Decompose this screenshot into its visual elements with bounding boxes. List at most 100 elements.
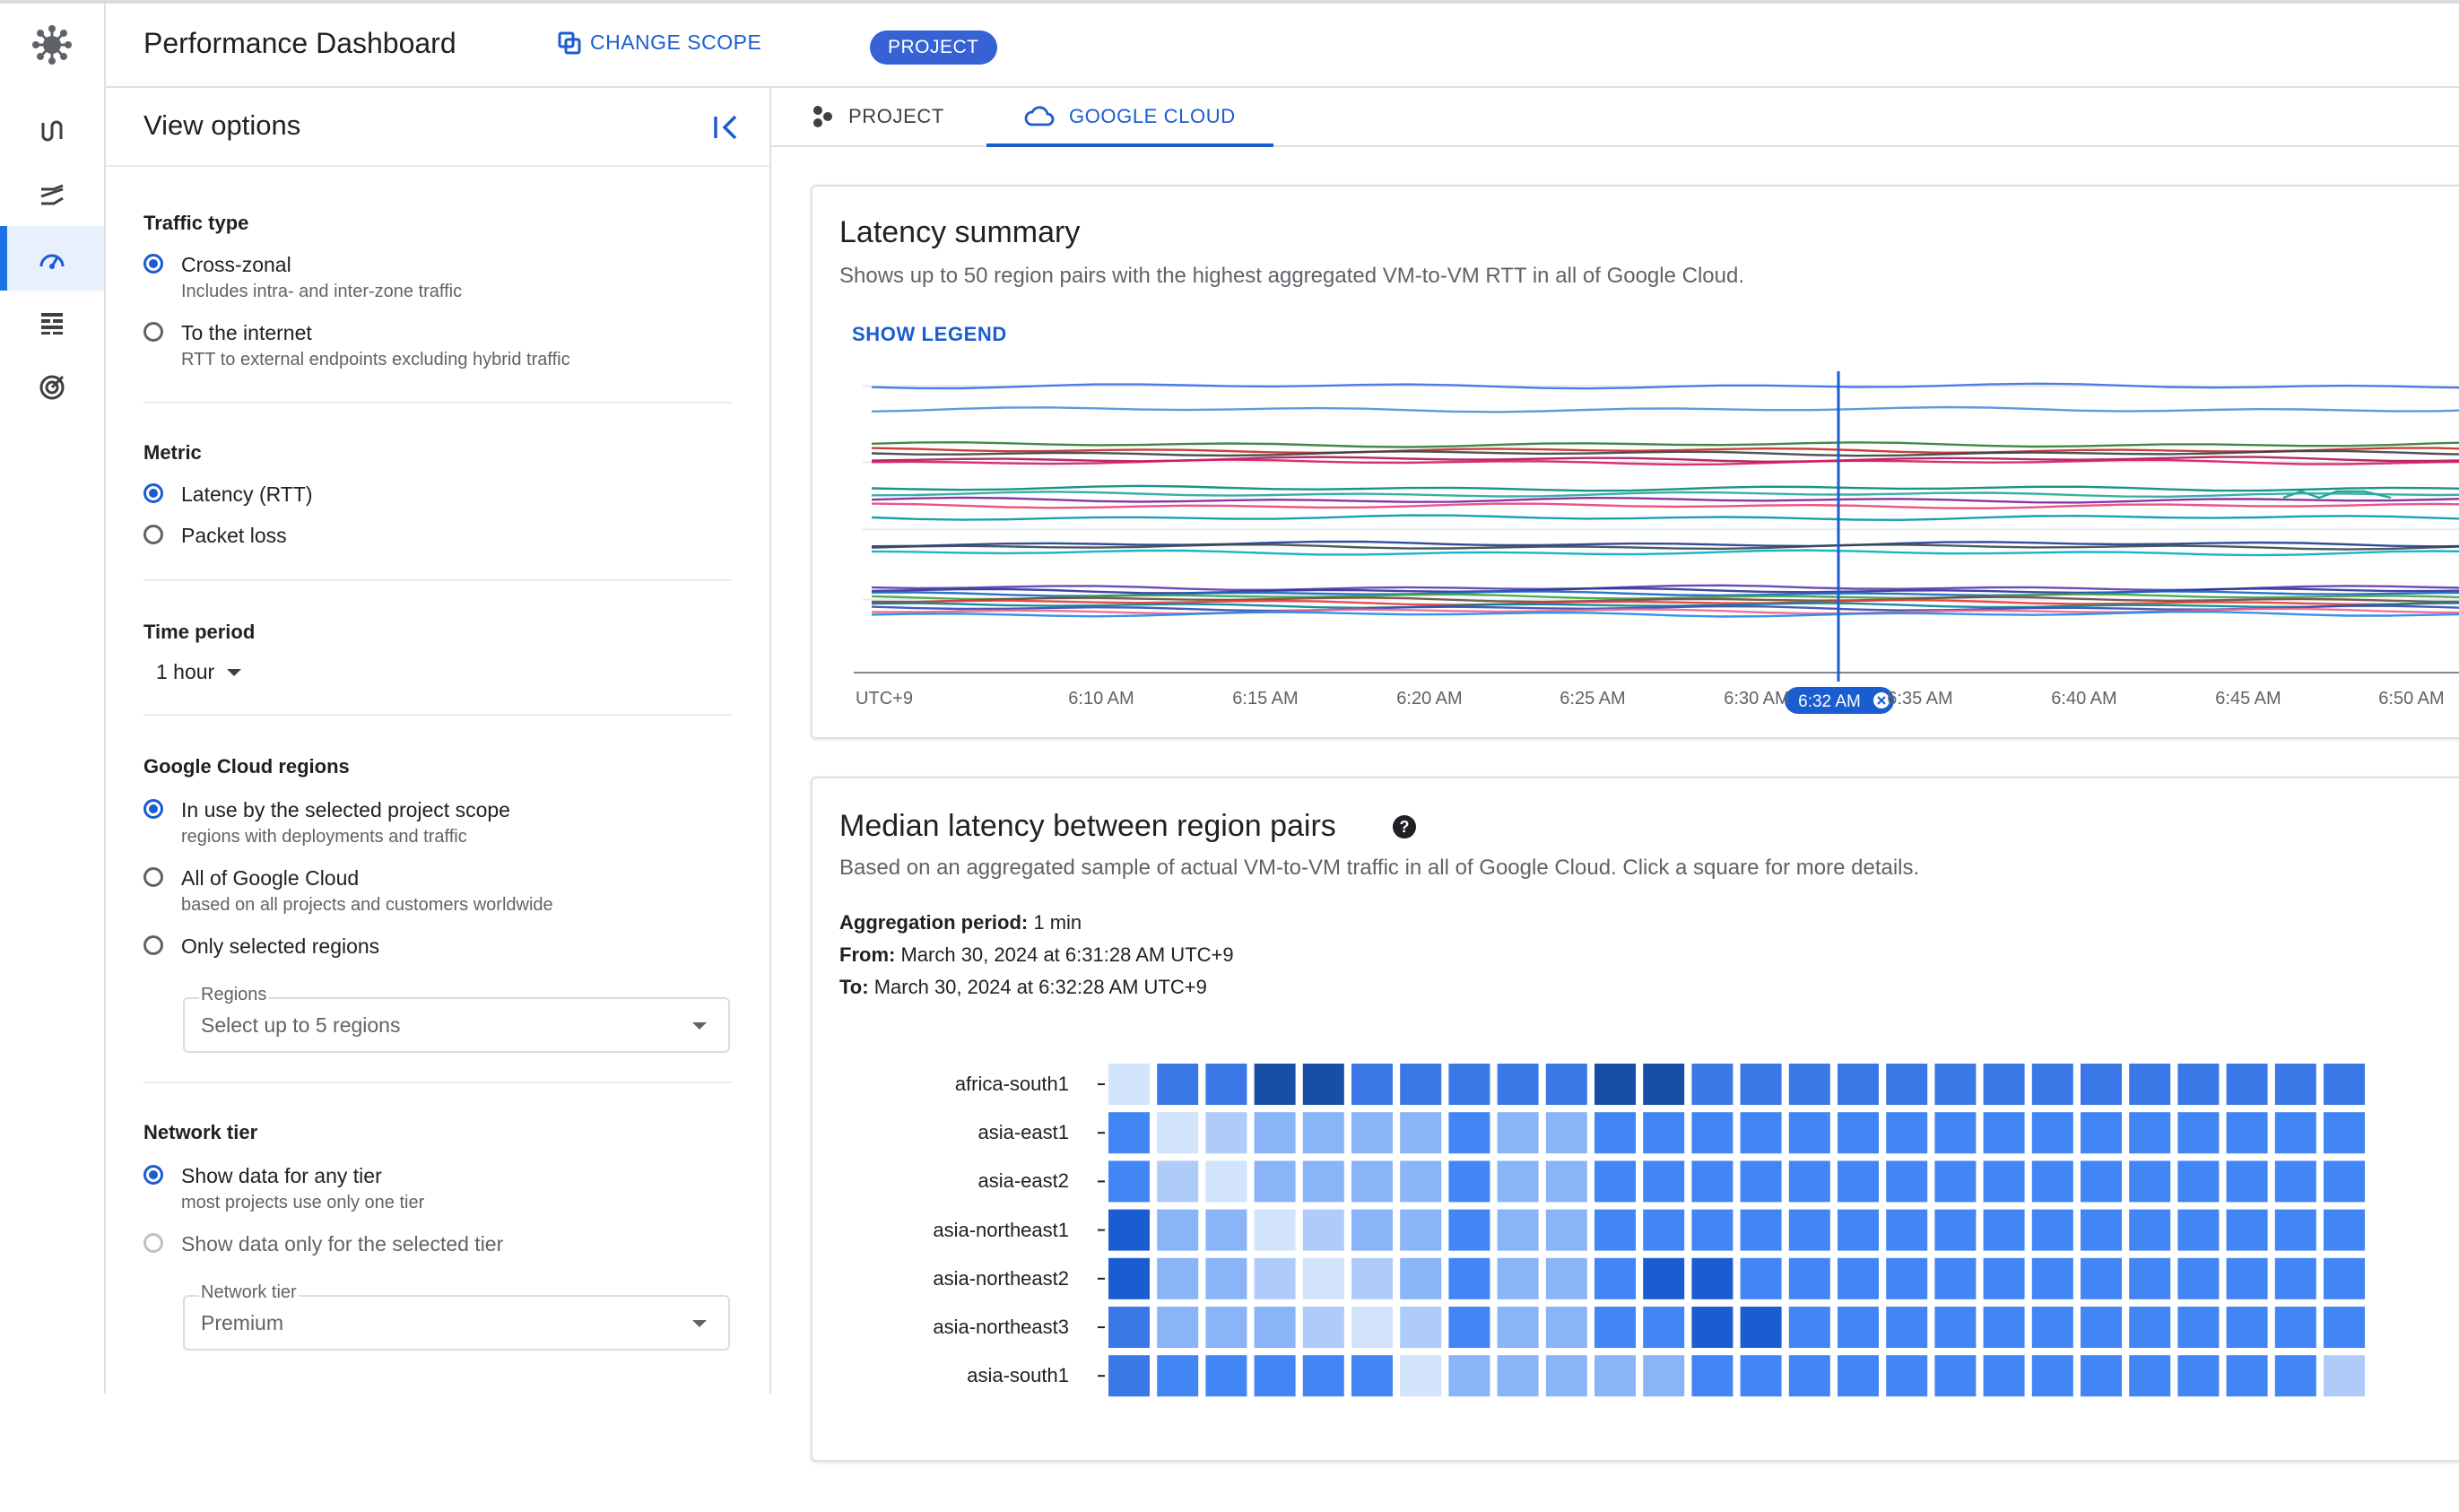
- radio-indicator[interactable]: [143, 935, 163, 955]
- heatmap-cell[interactable]: [2226, 1064, 2268, 1105]
- heatmap-cell[interactable]: [1838, 1355, 1879, 1397]
- heatmap-cell[interactable]: [1545, 1307, 1587, 1348]
- heatmap-cell[interactable]: [1983, 1209, 2025, 1251]
- heatmap-cell[interactable]: [1788, 1064, 1830, 1105]
- heatmap-cell[interactable]: [2129, 1257, 2171, 1299]
- heatmap-cell[interactable]: [1934, 1160, 1977, 1203]
- heatmap-cell[interactable]: [2129, 1209, 2171, 1251]
- series-line[interactable]: [871, 502, 2459, 510]
- heatmap-cell[interactable]: [1205, 1064, 1247, 1105]
- heatmap-cell[interactable]: [1400, 1355, 1442, 1397]
- heatmap-cell[interactable]: [1254, 1064, 1296, 1105]
- heatmap-cell[interactable]: [1691, 1307, 1733, 1348]
- heatmap-cell[interactable]: [2081, 1064, 2122, 1105]
- series-line[interactable]: [871, 540, 2459, 548]
- heatmap-cell[interactable]: [1838, 1064, 1879, 1105]
- heatmap-cell[interactable]: [1108, 1160, 1150, 1203]
- radio-indicator[interactable]: [143, 1165, 163, 1185]
- heatmap-cell[interactable]: [1157, 1209, 1199, 1251]
- heatmap-cell[interactable]: [2177, 1112, 2220, 1154]
- latency-heatmap[interactable]: [1098, 1064, 2459, 1512]
- heatmap-cell[interactable]: [1448, 1160, 1490, 1203]
- series-line[interactable]: [871, 602, 2459, 610]
- radio-indicator[interactable]: [143, 1233, 163, 1253]
- heatmap-cell[interactable]: [1205, 1160, 1247, 1203]
- heatmap-cell[interactable]: [1497, 1160, 1539, 1203]
- heatmap-cell[interactable]: [1691, 1064, 1733, 1105]
- heatmap-cell[interactable]: [1594, 1160, 1636, 1203]
- heatmap-cell[interactable]: [1351, 1209, 1393, 1251]
- collapse-panel-icon[interactable]: [710, 111, 743, 143]
- heatmap-cell[interactable]: [1643, 1064, 1685, 1105]
- heatmap-cell[interactable]: [1838, 1307, 1879, 1348]
- heatmap-cell[interactable]: [2081, 1307, 2122, 1348]
- heatmap-cell[interactable]: [2177, 1307, 2220, 1348]
- heatmap-cell[interactable]: [1205, 1209, 1247, 1251]
- heatmap-cell[interactable]: [2177, 1355, 2220, 1397]
- heatmap-cell[interactable]: [1400, 1160, 1442, 1203]
- heatmap-cell[interactable]: [1400, 1257, 1442, 1299]
- show-legend-button[interactable]: SHOW LEGEND: [852, 323, 1007, 345]
- heatmap-cell[interactable]: [1643, 1257, 1685, 1299]
- heatmap-cell[interactable]: [1351, 1257, 1393, 1299]
- heatmap-cell[interactable]: [1691, 1160, 1733, 1203]
- heatmap-cell[interactable]: [1254, 1112, 1296, 1154]
- heatmap-cell[interactable]: [1886, 1257, 1928, 1299]
- series-line[interactable]: [871, 496, 2459, 504]
- heatmap-cell[interactable]: [1351, 1355, 1393, 1397]
- heatmap-cell[interactable]: [1838, 1257, 1879, 1299]
- heatmap-cell[interactable]: [2324, 1257, 2365, 1299]
- heatmap-cell[interactable]: [1934, 1209, 1977, 1251]
- heatmap-cell[interactable]: [1351, 1064, 1393, 1105]
- heatmap-cell[interactable]: [1108, 1209, 1150, 1251]
- heatmap-cell[interactable]: [1983, 1257, 2025, 1299]
- heatmap-cell[interactable]: [1934, 1355, 1977, 1397]
- heatmap-cell[interactable]: [2274, 1209, 2316, 1251]
- heatmap-cell[interactable]: [1934, 1112, 1977, 1154]
- heatmap-cell[interactable]: [1400, 1112, 1442, 1154]
- radio-indicator[interactable]: [143, 867, 163, 887]
- heatmap-cell[interactable]: [1643, 1355, 1685, 1397]
- heatmap-cell[interactable]: [2324, 1209, 2365, 1251]
- tab-google-cloud[interactable]: GOOGLE CLOUD: [986, 88, 1273, 147]
- heatmap-cell[interactable]: [2031, 1160, 2073, 1203]
- heatmap-cell[interactable]: [2177, 1160, 2220, 1203]
- heatmap-cell[interactable]: [2226, 1209, 2268, 1251]
- heatmap-cell[interactable]: [2274, 1257, 2316, 1299]
- radio-selected-tier[interactable]: Show data only for the selected tier: [143, 1230, 503, 1257]
- heatmap-cell[interactable]: [1157, 1064, 1199, 1105]
- series-line[interactable]: [871, 595, 2459, 604]
- heatmap-cell[interactable]: [1448, 1064, 1490, 1105]
- heatmap-cell[interactable]: [2129, 1307, 2171, 1348]
- heatmap-cell[interactable]: [1497, 1064, 1539, 1105]
- radio-indicator[interactable]: [143, 322, 163, 342]
- heatmap-cell[interactable]: [1108, 1112, 1150, 1154]
- heatmap-cell[interactable]: [1691, 1257, 1733, 1299]
- radio-to-internet[interactable]: To the internet RTT to external endpoint…: [143, 319, 570, 371]
- heatmap-cell[interactable]: [1594, 1355, 1636, 1397]
- heatmap-cell[interactable]: [1788, 1307, 1830, 1348]
- heatmap-cell[interactable]: [1886, 1209, 1928, 1251]
- heatmap-cell[interactable]: [1788, 1355, 1830, 1397]
- series-line[interactable]: [871, 610, 2459, 618]
- heatmap-cell[interactable]: [1497, 1355, 1539, 1397]
- heatmap-cell[interactable]: [2081, 1355, 2122, 1397]
- heatmap-cell[interactable]: [1302, 1209, 1344, 1251]
- heatmap-cell[interactable]: [2226, 1355, 2268, 1397]
- heatmap-cell[interactable]: [1254, 1160, 1296, 1203]
- series-line[interactable]: [871, 549, 2459, 557]
- series-line[interactable]: [871, 458, 2459, 466]
- heatmap-cell[interactable]: [1205, 1257, 1247, 1299]
- heatmap-cell[interactable]: [2129, 1112, 2171, 1154]
- radio-any-tier[interactable]: Show data for any tier most projects use…: [143, 1162, 424, 1214]
- series-line[interactable]: [871, 543, 2459, 551]
- heatmap-cell[interactable]: [1838, 1160, 1879, 1203]
- heatmap-cell[interactable]: [2226, 1160, 2268, 1203]
- heatmap-cell[interactable]: [1545, 1355, 1587, 1397]
- heatmap-cell[interactable]: [1108, 1307, 1150, 1348]
- heatmap-cell[interactable]: [1740, 1209, 1782, 1251]
- radio-cross-zonal[interactable]: Cross-zonal Includes intra- and inter-zo…: [143, 251, 462, 303]
- time-cursor-chip[interactable]: [1785, 687, 1894, 714]
- heatmap-cell[interactable]: [1545, 1112, 1587, 1154]
- heatmap-cell[interactable]: [1838, 1209, 1879, 1251]
